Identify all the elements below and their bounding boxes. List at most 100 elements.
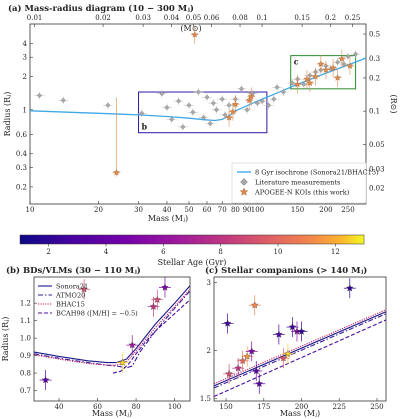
literature-point [353, 51, 359, 57]
b-ytick-label: 0.7 [20, 387, 31, 395]
b-xtick-label: 40 [55, 403, 64, 411]
a-right-tick-label: 0.05 [369, 141, 385, 149]
koi-point [338, 55, 346, 62]
c-ytick-label: 3 [207, 279, 211, 287]
a-xtick-label: 10 [26, 206, 35, 214]
panel-b-legend: Sonora21 ATMO20 BHAC15 BCAH98 ([M/H] = −… [38, 283, 138, 318]
panel-b: (b) BDs/VLMs (30 − 110 Mⱼ) Radius (Rⱼ) M… [1, 265, 191, 418]
koi-point [346, 62, 354, 69]
panel-a-ylabel-right: (R⊙) [389, 95, 398, 114]
literature-point [266, 102, 272, 108]
b-ytick-label: 1.2 [20, 300, 31, 308]
a-xtick-label: 30 [134, 206, 143, 214]
a-top-tick-label: 0.2 [325, 14, 336, 22]
panel-a-ticks: 10 20 30 40 50 60 70 80 90 100 150 200 250 0.2 0.3 0.4 0… [16, 14, 385, 214]
a-ytick-label: 4 [23, 40, 28, 48]
legend-b-bcah-label: BCAH98 ([M/H] = −0.5) [56, 310, 138, 318]
panel-b-lines [33, 285, 191, 374]
literature-point [210, 100, 216, 106]
c-point [223, 319, 232, 327]
panel-b-title: (b) BDs/VLMs (30 − 110 Mⱼ) [6, 265, 141, 276]
a-top-tick-label: 0.06 [204, 14, 220, 22]
a-top-tick-label: 0.03 [135, 14, 151, 22]
panel-c-ticks: 150 175 200 225 250 1.5 2 3 [200, 279, 384, 411]
panel-b-xlabel: Mass (Mⱼ) [92, 409, 132, 418]
panel-a: (a) Mass-radius diagram (10 − 300 Mⱼ) (M… [3, 3, 398, 223]
b-point [161, 283, 169, 291]
panel-b-points [39, 277, 171, 391]
a-top-tick-label: 0.05 [186, 14, 202, 22]
b-model-line [33, 285, 191, 364]
c-model-line [213, 319, 387, 398]
legend-b-bhac-label: BHAC15 [56, 301, 85, 309]
colorbar-tick-label: 6 [161, 248, 166, 256]
colorbar-tick-label: 2 [46, 248, 50, 256]
literature-point [345, 53, 351, 59]
b-xtick-label: 60 [93, 403, 102, 411]
c-point [250, 301, 259, 309]
koi-point [312, 73, 319, 80]
c-point [252, 367, 261, 375]
legend-b-sonora-label: Sonora21 [56, 283, 88, 291]
a-top-tick-label: 0.01 [27, 14, 43, 22]
c-xtick-label: 250 [370, 403, 383, 411]
a-top-tick-label: 0.15 [294, 14, 310, 22]
colorbar-tick-label: 8 [218, 248, 222, 256]
a-right-tick-label: 0.2 [369, 74, 380, 82]
legend-koi-label: APOGEE-N KOIs (this work) [254, 189, 350, 197]
panel-a-top-axis-label: (M⊙) [180, 24, 201, 33]
c-point [243, 352, 251, 360]
literature-point [271, 96, 277, 102]
literature-point [289, 80, 295, 86]
a-top-tick-label: 0.1 [256, 14, 267, 22]
a-ytick-label: 1 [23, 106, 27, 114]
literature-point [201, 115, 207, 121]
koi-point [334, 74, 341, 81]
b-ytick-label: 1.0 [20, 335, 31, 343]
legend-literature-swatch [240, 178, 248, 186]
c-xtick-label: 175 [257, 403, 270, 411]
c-point [247, 347, 256, 355]
panel-c-lines [213, 309, 387, 398]
panel-a-legend-box [231, 162, 367, 204]
literature-point [105, 102, 111, 108]
b-point [153, 295, 162, 303]
a-right-tick-label: 0.03 [369, 165, 385, 173]
koi-point [329, 64, 337, 71]
a-ytick-label: 0.3 [16, 164, 27, 172]
a-top-tick-label: 0.08 [232, 14, 248, 22]
a-xtick-label: 60 [203, 206, 212, 214]
a-xtick-label: 150 [291, 206, 304, 214]
a-xtick-label: 40 [162, 206, 171, 214]
a-right-tick-label: 0.02 [369, 185, 385, 193]
literature-point [244, 107, 250, 113]
a-ytick-label: 3 [23, 54, 27, 62]
b-xtick-label: 80 [132, 403, 141, 411]
panel-a-legend: 8 Gyr isochrone (Sonora21/BHAC15) Litera… [231, 162, 379, 204]
literature-point [186, 102, 192, 108]
literature-point [180, 124, 186, 130]
a-xtick-label: 80 [231, 206, 240, 214]
c-point [297, 327, 306, 335]
koi-point [247, 92, 255, 100]
colorbar-label: Stellar Age (Gyr) [158, 258, 227, 267]
literature-point [190, 109, 196, 115]
a-top-tick-label: 0.04 [164, 14, 180, 22]
a-right-tick-label: 0.3 [369, 55, 380, 63]
literature-point [164, 104, 170, 111]
literature-point [334, 59, 341, 65]
koi-point [191, 31, 199, 38]
b-point [118, 358, 127, 366]
a-ytick-label: 0.6 [16, 131, 28, 139]
panel-a-xlabel: Mass (Mⱼ) [148, 214, 188, 223]
c-point [225, 369, 233, 378]
koi-point [232, 100, 239, 108]
koi-point [322, 66, 330, 73]
b-ytick-label: 0.8 [20, 370, 31, 378]
literature-point [226, 102, 232, 108]
panel-c-xlabel: Mass (Mⱼ) [280, 409, 320, 418]
c-model-line [213, 309, 387, 385]
a-ytick-label: 0.4 [16, 150, 28, 158]
literature-point [60, 97, 66, 103]
a-right-tick-label: 0.1 [369, 108, 380, 116]
